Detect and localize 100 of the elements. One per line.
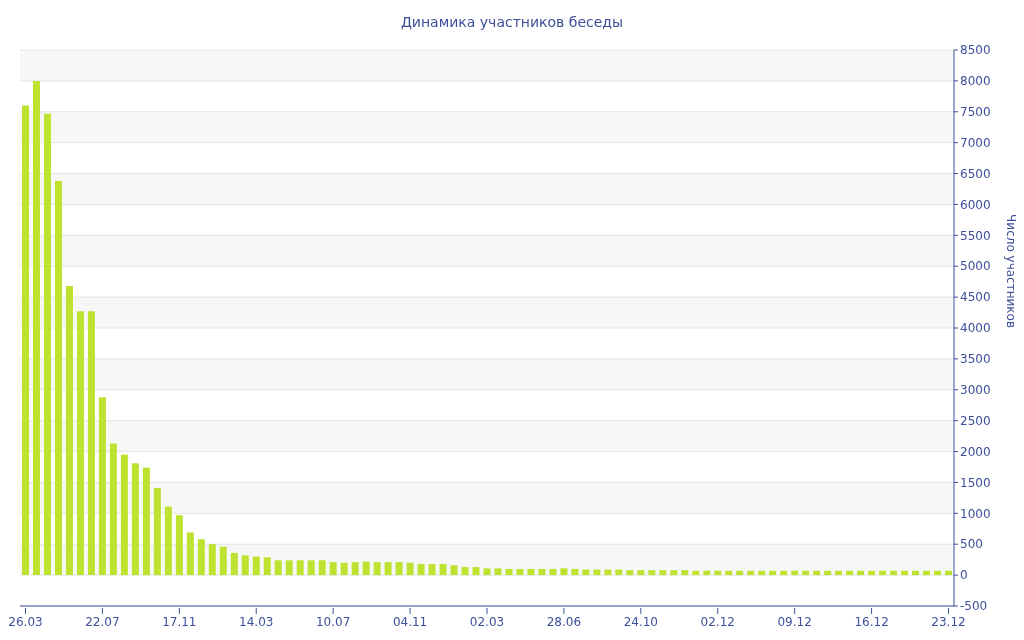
- bar: [538, 568, 546, 576]
- bar: [252, 556, 260, 576]
- y-tick-label: 8500: [960, 43, 991, 58]
- bar: [22, 105, 29, 576]
- bar: [98, 397, 106, 576]
- bar: [901, 570, 909, 576]
- bar: [934, 570, 942, 576]
- x-tick-label: 22.07: [85, 615, 120, 629]
- bar: [923, 570, 931, 576]
- y-tick-label: 5000: [960, 259, 991, 274]
- bar: [780, 570, 788, 576]
- bar: [32, 80, 40, 576]
- bar: [274, 560, 282, 576]
- bar: [560, 568, 568, 576]
- y-tick-label: 2000: [960, 444, 991, 459]
- bar: [450, 565, 458, 576]
- bar: [626, 570, 634, 576]
- y-tick-label: 6000: [960, 197, 991, 212]
- y-tick-label: 4500: [960, 290, 991, 305]
- bar: [802, 570, 810, 576]
- y-tick-label: 7000: [960, 135, 991, 150]
- chart-title: Динамика участников беседы: [399, 13, 625, 32]
- bar: [648, 570, 656, 576]
- bar: [406, 562, 414, 576]
- bar: [505, 568, 513, 576]
- bar: [681, 570, 689, 576]
- bar: [615, 569, 623, 576]
- bar: [813, 570, 821, 576]
- bar: [120, 454, 128, 576]
- bar: [439, 563, 447, 576]
- y-tick-label: 3500: [960, 352, 991, 367]
- bar: [285, 560, 293, 576]
- bar: [604, 569, 612, 576]
- bar: [153, 488, 161, 576]
- bar: [868, 570, 876, 576]
- bar: [351, 562, 359, 576]
- x-tick-label: 04.11: [392, 615, 428, 629]
- y-tick-label: 2500: [960, 413, 991, 428]
- y-tick-label: 7500: [960, 105, 991, 120]
- y-tick-label: 1000: [960, 506, 991, 521]
- y-tick-label: 500: [960, 537, 983, 552]
- bar: [318, 560, 326, 576]
- bar: [736, 570, 744, 576]
- y-tick-label: 5500: [960, 228, 991, 243]
- bar: [791, 570, 799, 576]
- y-tick-label: 3000: [960, 383, 991, 398]
- bar: [131, 463, 139, 576]
- bar: [164, 506, 172, 576]
- x-tick-label: 26.03: [8, 615, 43, 629]
- bar: [516, 568, 524, 576]
- bar: [582, 569, 590, 576]
- x-tick-label: 09.12: [777, 615, 812, 629]
- x-tick-label: 02.12: [700, 615, 735, 629]
- bar: [296, 560, 304, 576]
- x-tick-label: 02.03: [469, 615, 505, 629]
- bar: [186, 532, 194, 576]
- bar: [637, 570, 645, 576]
- bar: [142, 467, 150, 576]
- y-axis-title: Число участников: [1003, 214, 1018, 328]
- bar: [494, 568, 502, 576]
- bar: [208, 544, 216, 576]
- y-tick-label: 1500: [960, 475, 991, 490]
- bar: [362, 561, 370, 576]
- bar: [527, 568, 535, 576]
- bar: [109, 443, 117, 576]
- bar: [373, 562, 381, 576]
- bar: [87, 311, 95, 576]
- y-tick-label: 0: [960, 568, 968, 583]
- y-tick-label: -500: [960, 599, 988, 614]
- bar: [428, 563, 436, 576]
- bar: [758, 570, 766, 576]
- bar: [703, 570, 711, 576]
- bar: [307, 560, 315, 576]
- bar: [692, 570, 700, 576]
- x-tick-label: 10.07: [315, 615, 351, 629]
- bar: [670, 570, 678, 576]
- bar: [263, 557, 271, 576]
- bar: [395, 562, 403, 576]
- bar: [890, 570, 898, 576]
- bar: [846, 570, 854, 576]
- bar: [549, 568, 557, 576]
- x-tick-label: 28.06: [546, 615, 582, 629]
- x-tick-label: 24.10: [623, 615, 659, 629]
- bar: [329, 562, 337, 576]
- bar: [857, 570, 865, 576]
- bar: [417, 563, 425, 576]
- bar: [571, 568, 579, 576]
- bar: [54, 180, 62, 576]
- bar: [659, 570, 667, 576]
- bar: [340, 562, 348, 576]
- y-tick-label: 4000: [960, 321, 991, 336]
- bar: [824, 570, 832, 576]
- bar: [219, 546, 227, 576]
- bar: [879, 570, 887, 576]
- bar: [835, 570, 843, 576]
- bar: [747, 570, 755, 576]
- x-tick-label: 23.12: [931, 615, 966, 629]
- bar: [175, 515, 183, 576]
- bar: [593, 569, 601, 576]
- bar: [43, 113, 51, 576]
